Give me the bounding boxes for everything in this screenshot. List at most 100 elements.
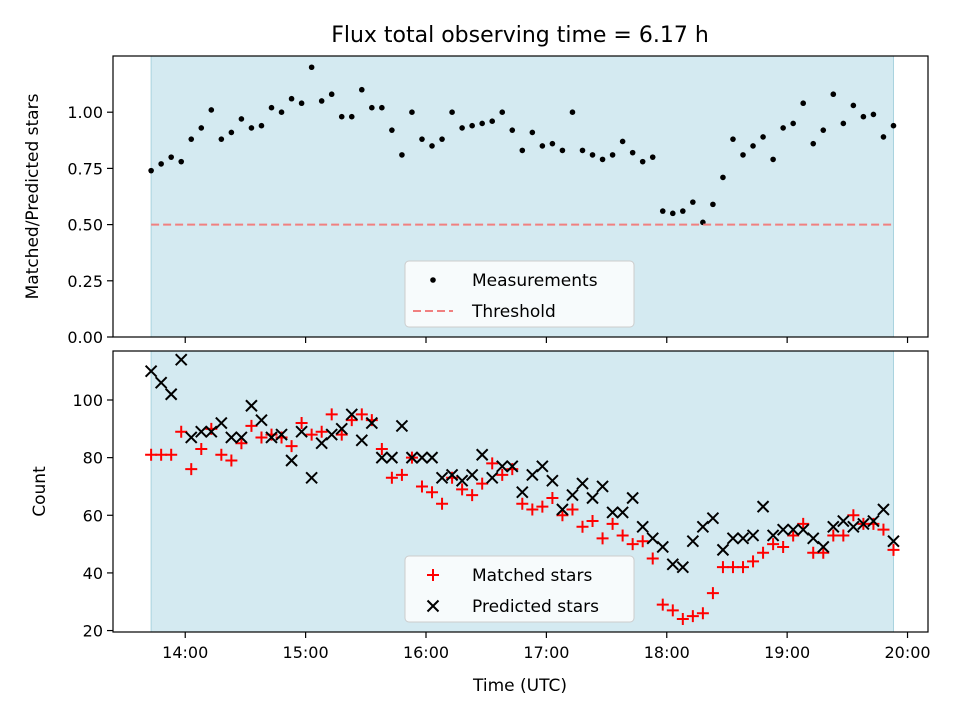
predicted-star-point xyxy=(696,520,710,534)
matched-star-point xyxy=(797,517,810,530)
matched-star-point xyxy=(827,529,840,542)
predicted-star-point xyxy=(686,535,700,548)
matched-star-point xyxy=(747,555,760,568)
measurement-point xyxy=(469,122,475,129)
predicted-star-point xyxy=(807,532,820,545)
measurement-point xyxy=(228,129,235,136)
y-axis-label: Matched/Predicted stars xyxy=(23,93,43,299)
predicted-star-point xyxy=(315,437,328,450)
predicted-star-point xyxy=(786,523,800,536)
matched-star-point xyxy=(355,408,368,421)
matched-star-point xyxy=(777,540,790,553)
measurement-point xyxy=(860,113,867,120)
measurement-point xyxy=(439,136,445,142)
y-axis-label: Count xyxy=(30,466,50,517)
predicted-star-point xyxy=(706,511,720,525)
matched-star-point xyxy=(185,463,198,476)
predicted-star-point xyxy=(375,451,389,464)
measurement-point xyxy=(539,143,546,149)
predicted-star-point xyxy=(425,451,439,464)
y-tick-label: 0.75 xyxy=(67,159,103,178)
matched-star-point xyxy=(716,561,729,574)
predicted-star-point xyxy=(796,523,810,536)
predicted-star-point xyxy=(546,474,559,487)
x-tick-label: 20:00 xyxy=(884,643,930,662)
matched-star-point xyxy=(787,529,800,542)
matched-star-point xyxy=(225,454,238,467)
matched-star-point xyxy=(877,523,890,536)
predicted-star-point xyxy=(576,477,589,490)
measurement-point xyxy=(730,136,736,142)
predicted-star-point xyxy=(255,413,268,427)
matched-star-point xyxy=(235,437,248,450)
measurement-point xyxy=(669,210,676,217)
matched-star-point xyxy=(706,587,719,600)
measurement-point xyxy=(318,98,325,104)
predicted-star-point xyxy=(837,514,850,528)
matched-star-point xyxy=(305,428,318,441)
measurement-point xyxy=(659,208,666,214)
measurement-point xyxy=(278,109,285,115)
measurement-point xyxy=(649,154,656,160)
measurement-point xyxy=(338,113,345,120)
matched-star-point xyxy=(426,486,439,499)
predicted-star-point xyxy=(676,560,690,574)
predicted-star-point xyxy=(335,422,348,436)
matched-star-point xyxy=(215,448,228,461)
top-panel: 0.00 0.25 0.50 0.75 1.00 Matched/Predicted st… xyxy=(23,55,929,347)
matched-star-point xyxy=(496,468,509,481)
measurement-point xyxy=(529,129,536,136)
predicted-star-point xyxy=(857,517,870,531)
predicted-star-point xyxy=(144,364,158,378)
predicted-star-point xyxy=(395,419,409,433)
predicted-star-point xyxy=(867,514,880,528)
measurement-point xyxy=(569,109,576,115)
predicted-star-point xyxy=(215,416,228,430)
matched-star-point xyxy=(586,515,599,528)
matched-star-point xyxy=(626,538,639,551)
matched-star-point xyxy=(556,509,569,522)
measurement-point xyxy=(238,116,245,122)
predicted-star-point xyxy=(516,486,529,499)
y-tick-label: 40 xyxy=(83,564,103,583)
predicted-star-point xyxy=(596,480,609,493)
measurement-point xyxy=(589,152,596,158)
matched-star-point xyxy=(767,538,780,551)
matched-star-point xyxy=(596,532,609,545)
measurement-point xyxy=(609,152,616,158)
predicted-star-point xyxy=(776,523,790,536)
predicted-star-point xyxy=(887,535,900,548)
legend-box xyxy=(404,555,635,623)
predicted-star-point xyxy=(235,431,248,444)
predicted-star-point xyxy=(827,520,840,534)
chart-title: Flux total observing time = 6.17 h xyxy=(331,23,709,48)
predicted-star-point xyxy=(626,491,639,505)
matched-star-point xyxy=(335,428,348,441)
measurement-point xyxy=(830,91,837,98)
predicted-star-point xyxy=(536,460,549,473)
measurement-point xyxy=(429,143,435,149)
x-tick-label: 18:00 xyxy=(644,643,690,662)
matched-star-point xyxy=(887,543,900,556)
matched-star-point xyxy=(686,610,699,623)
measurement-point xyxy=(780,125,786,131)
predicted-star-point xyxy=(405,451,419,464)
bottom-panel: 20 40 60 80 100 14:00 15:00 16:00 17:00 18:00 19:0… xyxy=(30,350,931,662)
measurement-point xyxy=(148,167,154,174)
matched-star-point xyxy=(807,546,820,559)
y-tick-label: 20 xyxy=(83,622,103,641)
matched-star-point xyxy=(696,607,709,620)
legend-label: Predicted stars xyxy=(472,597,599,617)
matched-star-point xyxy=(546,491,559,504)
measurement-point xyxy=(840,120,847,127)
measurement-point xyxy=(308,64,315,71)
matched-star-point xyxy=(566,503,579,516)
matched-star-point xyxy=(325,408,338,421)
measurement-point xyxy=(298,100,305,107)
matched-star-point xyxy=(737,561,750,574)
y-tick-label: 100 xyxy=(72,391,103,410)
legend-label: Matched stars xyxy=(472,566,592,586)
legend: Measurements Threshold xyxy=(404,260,635,328)
measurement-point xyxy=(198,125,205,131)
predicted-star-point xyxy=(656,540,669,554)
